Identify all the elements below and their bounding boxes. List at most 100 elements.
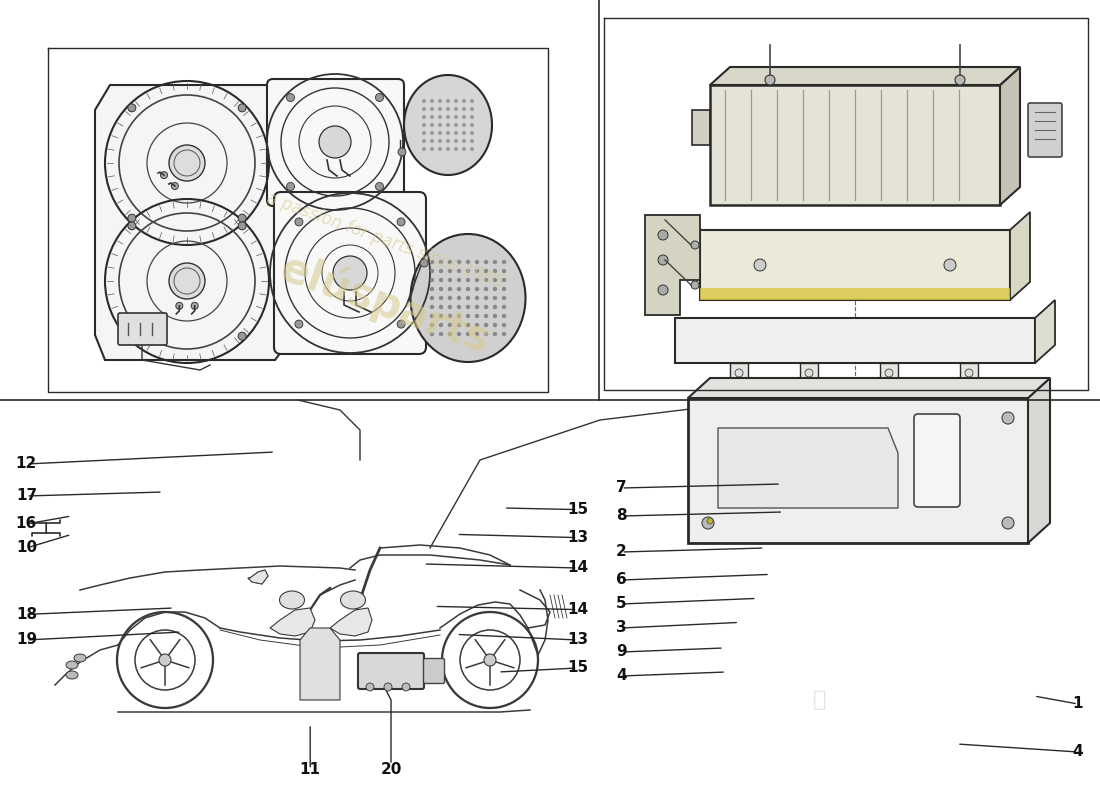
Circle shape — [430, 123, 434, 127]
FancyBboxPatch shape — [267, 79, 404, 206]
Text: 13: 13 — [566, 530, 588, 545]
Circle shape — [422, 99, 426, 103]
Circle shape — [454, 123, 458, 127]
Circle shape — [439, 269, 443, 274]
FancyBboxPatch shape — [914, 414, 960, 507]
Polygon shape — [960, 363, 978, 383]
Polygon shape — [675, 318, 1035, 363]
Circle shape — [658, 285, 668, 295]
Circle shape — [375, 182, 384, 190]
Text: 2: 2 — [616, 545, 627, 559]
Polygon shape — [880, 363, 898, 383]
Circle shape — [430, 131, 434, 135]
Circle shape — [446, 123, 450, 127]
Circle shape — [422, 147, 426, 151]
Circle shape — [754, 259, 766, 271]
Text: 13: 13 — [566, 633, 588, 647]
Circle shape — [658, 255, 668, 265]
Polygon shape — [730, 363, 748, 383]
Circle shape — [422, 131, 426, 135]
Text: 10: 10 — [15, 541, 37, 555]
Circle shape — [456, 269, 461, 274]
Circle shape — [128, 332, 135, 340]
Circle shape — [286, 94, 295, 102]
Circle shape — [422, 139, 426, 143]
Circle shape — [439, 322, 443, 327]
FancyBboxPatch shape — [118, 313, 167, 345]
Circle shape — [493, 305, 497, 309]
Polygon shape — [688, 378, 1050, 398]
Polygon shape — [710, 67, 1020, 85]
Circle shape — [438, 115, 442, 119]
Circle shape — [454, 131, 458, 135]
Circle shape — [397, 218, 405, 226]
Circle shape — [493, 332, 497, 336]
Circle shape — [239, 222, 246, 230]
Circle shape — [465, 286, 470, 291]
Circle shape — [502, 269, 506, 274]
Circle shape — [493, 296, 497, 300]
Circle shape — [333, 256, 367, 290]
Polygon shape — [1000, 67, 1020, 205]
FancyBboxPatch shape — [358, 653, 424, 689]
Circle shape — [456, 260, 461, 264]
Circle shape — [160, 654, 170, 666]
Circle shape — [702, 517, 714, 529]
Circle shape — [470, 131, 474, 135]
Circle shape — [484, 332, 488, 336]
Circle shape — [430, 296, 434, 300]
Circle shape — [430, 99, 434, 103]
Text: 9: 9 — [616, 645, 627, 659]
Circle shape — [422, 115, 426, 119]
Circle shape — [470, 139, 474, 143]
Circle shape — [470, 115, 474, 119]
Circle shape — [691, 241, 698, 249]
Polygon shape — [1028, 378, 1050, 543]
Circle shape — [456, 322, 461, 327]
Circle shape — [470, 147, 474, 151]
Circle shape — [448, 286, 452, 291]
Circle shape — [484, 260, 488, 264]
Circle shape — [446, 99, 450, 103]
Circle shape — [169, 263, 205, 299]
Circle shape — [691, 281, 698, 289]
Circle shape — [402, 683, 410, 691]
Circle shape — [128, 104, 135, 112]
Polygon shape — [800, 363, 818, 383]
Circle shape — [448, 322, 452, 327]
Ellipse shape — [410, 234, 526, 362]
Circle shape — [439, 296, 443, 300]
Text: 6: 6 — [616, 573, 627, 587]
Circle shape — [454, 99, 458, 103]
Circle shape — [448, 278, 452, 282]
Circle shape — [375, 94, 384, 102]
Text: 15: 15 — [566, 661, 588, 675]
Circle shape — [456, 278, 461, 282]
Circle shape — [475, 278, 480, 282]
Circle shape — [172, 182, 178, 190]
Text: 8: 8 — [616, 509, 627, 523]
Circle shape — [128, 222, 135, 230]
Circle shape — [475, 296, 480, 300]
Polygon shape — [270, 608, 315, 636]
Circle shape — [465, 260, 470, 264]
Circle shape — [502, 305, 506, 309]
Circle shape — [462, 107, 466, 111]
Circle shape — [430, 332, 434, 336]
Ellipse shape — [66, 671, 78, 679]
Circle shape — [286, 182, 295, 190]
Text: elúsparts: elúsparts — [274, 246, 496, 362]
Circle shape — [239, 214, 246, 222]
Circle shape — [430, 322, 434, 327]
Circle shape — [493, 278, 497, 282]
Circle shape — [493, 260, 497, 264]
Circle shape — [438, 107, 442, 111]
Circle shape — [430, 260, 434, 264]
Circle shape — [439, 260, 443, 264]
Circle shape — [502, 260, 506, 264]
Circle shape — [430, 305, 434, 309]
Circle shape — [456, 286, 461, 291]
Circle shape — [465, 278, 470, 282]
Circle shape — [191, 302, 198, 310]
Ellipse shape — [66, 661, 78, 669]
